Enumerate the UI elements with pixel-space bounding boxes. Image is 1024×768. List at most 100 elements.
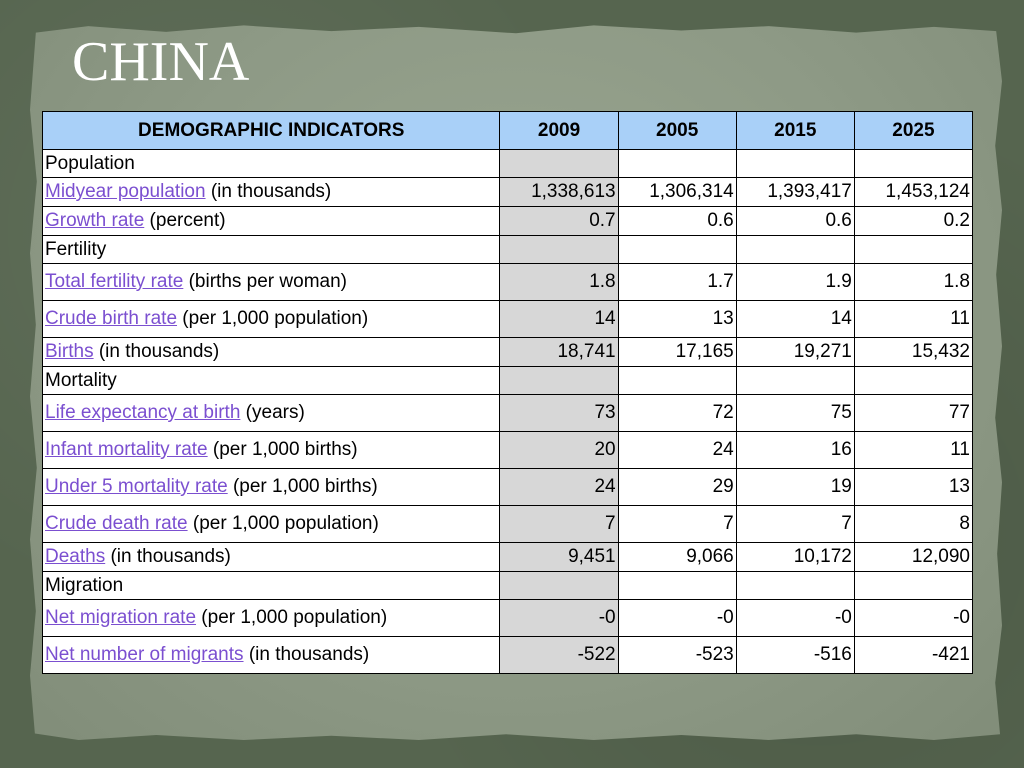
value-cell-2025: -0 bbox=[853, 599, 974, 637]
table-row: Infant mortality rate (per 1,000 births)… bbox=[41, 431, 974, 469]
indicator-link[interactable]: Life expectancy at birth bbox=[45, 402, 241, 423]
section-row-mortality: Mortality bbox=[41, 366, 974, 395]
empty-cell bbox=[499, 571, 619, 600]
indicator-cell: Growth rate (percent) bbox=[41, 206, 501, 236]
value-cell-2015: 1,393,417 bbox=[735, 177, 855, 207]
value-cell-2009: -522 bbox=[499, 636, 619, 674]
demographic-table: DEMOGRAPHIC INDICATORS 2009 2005 2015 20… bbox=[41, 111, 974, 674]
value-cell-2005: 1.7 bbox=[617, 263, 737, 301]
indicator-unit: (births per woman) bbox=[188, 271, 347, 292]
value-cell-2025: 0.2 bbox=[853, 206, 974, 236]
value-cell-2025: 8 bbox=[853, 505, 974, 543]
empty-cell bbox=[853, 571, 974, 600]
value-cell-2015: 0.6 bbox=[735, 206, 855, 236]
indicator-link[interactable]: Births bbox=[45, 341, 94, 362]
indicator-link[interactable]: Crude death rate bbox=[45, 513, 188, 534]
section-label: Population bbox=[41, 149, 501, 178]
table-row: Deaths (in thousands) 9,451 9,066 10,172 12,… bbox=[41, 542, 974, 572]
value-cell-2005: 7 bbox=[617, 505, 737, 543]
indicator-unit: (in thousands) bbox=[248, 644, 370, 665]
value-cell-2025: 13 bbox=[853, 468, 974, 506]
indicator-cell: Life expectancy at birth (years) bbox=[41, 394, 501, 432]
value-cell-2015: 14 bbox=[735, 300, 855, 338]
value-cell-2025: -421 bbox=[853, 636, 974, 674]
section-label: Migration bbox=[41, 571, 501, 600]
value-cell-2009: 20 bbox=[499, 431, 619, 469]
table-row: Net number of migrants (in thousands) -52… bbox=[41, 636, 974, 674]
value-cell-2015: -516 bbox=[735, 636, 855, 674]
indicator-cell: Net number of migrants (in thousands) bbox=[41, 636, 501, 674]
indicator-cell: Net migration rate (per 1,000 population… bbox=[41, 599, 501, 637]
indicator-cell: Crude birth rate (per 1,000 population) bbox=[41, 300, 501, 338]
indicator-unit: (per 1,000 births) bbox=[232, 476, 378, 497]
indicator-unit: (per 1,000 population) bbox=[182, 308, 369, 329]
indicator-link[interactable]: Total fertility rate bbox=[45, 271, 184, 292]
value-cell-2005: 0.6 bbox=[617, 206, 737, 236]
value-cell-2015: 19,271 bbox=[735, 337, 855, 367]
indicator-unit: (in thousands) bbox=[110, 546, 231, 567]
value-cell-2009: 1.8 bbox=[499, 263, 619, 301]
indicator-cell: Infant mortality rate (per 1,000 births) bbox=[41, 431, 501, 469]
value-cell-2025: 11 bbox=[853, 431, 974, 469]
indicator-cell: Midyear population (in thousands) bbox=[41, 177, 501, 207]
empty-cell bbox=[617, 571, 737, 600]
indicator-link[interactable]: Net number of migrants bbox=[45, 644, 244, 665]
indicator-link[interactable]: Net migration rate bbox=[45, 607, 197, 628]
indicator-unit: (in thousands) bbox=[98, 341, 220, 362]
section-row-migration: Migration bbox=[41, 571, 974, 600]
indicator-cell: Crude death rate (per 1,000 population) bbox=[41, 505, 501, 543]
value-cell-2025: 11 bbox=[853, 300, 974, 338]
value-cell-2025: 1,453,124 bbox=[853, 177, 974, 207]
value-cell-2005: 29 bbox=[617, 468, 737, 506]
value-cell-2005: -0 bbox=[617, 599, 737, 637]
value-cell-2015: 10,172 bbox=[735, 542, 855, 572]
indicator-link[interactable]: Midyear population bbox=[45, 181, 206, 202]
empty-cell bbox=[735, 235, 855, 264]
value-cell-2009: 9,451 bbox=[499, 542, 619, 572]
value-cell-2009: 73 bbox=[499, 394, 619, 432]
value-cell-2005: 9,066 bbox=[617, 542, 737, 572]
table-row: Under 5 mortality rate (per 1,000 births… bbox=[41, 468, 974, 506]
empty-cell bbox=[853, 149, 974, 178]
indicator-link[interactable]: Crude birth rate bbox=[45, 308, 178, 329]
value-cell-2015: 16 bbox=[735, 431, 855, 469]
table-row: Total fertility rate (births per woman) 1… bbox=[41, 263, 974, 301]
empty-cell bbox=[499, 235, 619, 264]
indicator-link[interactable]: Infant mortality rate bbox=[45, 439, 208, 460]
value-cell-2015: 75 bbox=[735, 394, 855, 432]
value-cell-2009: 0.7 bbox=[499, 206, 619, 236]
value-cell-2025: 1.8 bbox=[853, 263, 974, 301]
value-cell-2009: 1,338,613 bbox=[499, 177, 619, 207]
empty-cell bbox=[617, 235, 737, 264]
value-cell-2025: 12,090 bbox=[853, 542, 974, 572]
indicator-link[interactable]: Under 5 mortality rate bbox=[45, 476, 228, 497]
value-cell-2005: -523 bbox=[617, 636, 737, 674]
header-2015: 2015 bbox=[735, 111, 855, 150]
indicator-unit: (per 1,000 births) bbox=[212, 439, 358, 460]
indicator-unit: (in thousands) bbox=[210, 181, 332, 202]
indicator-unit: (per 1,000 population) bbox=[192, 513, 379, 534]
slide-title: CHINA bbox=[72, 31, 250, 93]
value-cell-2005: 72 bbox=[617, 394, 737, 432]
indicator-cell: Deaths (in thousands) bbox=[41, 542, 501, 572]
indicator-link[interactable]: Deaths bbox=[45, 546, 106, 567]
value-cell-2015: 7 bbox=[735, 505, 855, 543]
table-row: Life expectancy at birth (years) 73 72 75 77 bbox=[41, 394, 974, 432]
table-body: Population Midyear population (in thousan… bbox=[41, 149, 974, 674]
value-cell-2009: -0 bbox=[499, 599, 619, 637]
table-row: Net migration rate (per 1,000 population… bbox=[41, 599, 974, 637]
empty-cell bbox=[617, 149, 737, 178]
indicator-link[interactable]: Growth rate bbox=[45, 210, 145, 231]
empty-cell bbox=[499, 366, 619, 395]
value-cell-2015: 1.9 bbox=[735, 263, 855, 301]
indicator-cell: Under 5 mortality rate (per 1,000 births… bbox=[41, 468, 501, 506]
value-cell-2005: 17,165 bbox=[617, 337, 737, 367]
table-row: Crude birth rate (per 1,000 population) 1… bbox=[41, 300, 974, 338]
value-cell-2009: 14 bbox=[499, 300, 619, 338]
value-cell-2025: 77 bbox=[853, 394, 974, 432]
value-cell-2009: 24 bbox=[499, 468, 619, 506]
empty-cell bbox=[853, 366, 974, 395]
indicator-cell: Total fertility rate (births per woman) bbox=[41, 263, 501, 301]
value-cell-2015: -0 bbox=[735, 599, 855, 637]
header-2025: 2025 bbox=[853, 111, 974, 150]
